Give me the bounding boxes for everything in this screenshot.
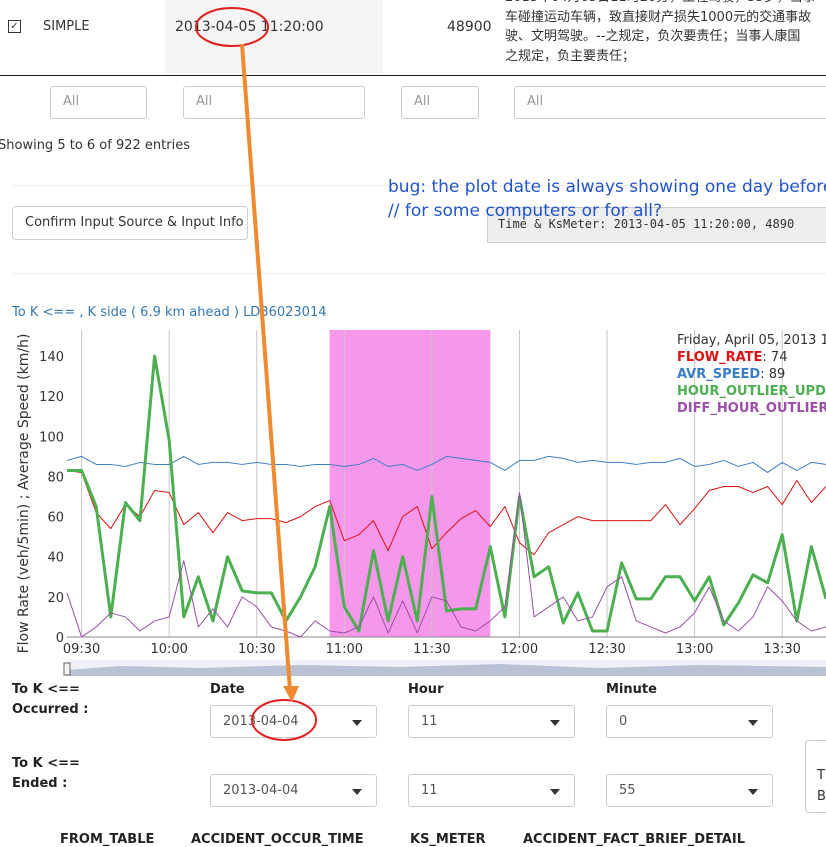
legend-entry: HOUR_OUTLIER_UPD — [677, 384, 826, 399]
divider — [12, 185, 826, 186]
hour-select[interactable]: 11 — [408, 705, 575, 738]
series-line — [66, 469, 826, 556]
filter[interactable]: All — [401, 86, 479, 119]
y-tick-label: 140 — [39, 350, 64, 365]
confirm-button[interactable]: Confirm Input Source & Input Info — [12, 206, 248, 240]
row-label: To K <== — [12, 682, 80, 697]
date-input[interactable]: 2013-04-04 — [210, 705, 377, 738]
table-header: ACCIDENT_OCCUR_TIME — [191, 832, 364, 847]
filter[interactable]: All — [183, 86, 365, 119]
x-tick-label: 13:30 — [763, 642, 800, 657]
legend-entry: AVR_SPEED — [677, 367, 760, 382]
side-button[interactable] — [805, 740, 826, 813]
row-label: Ended : — [12, 776, 68, 791]
info-box: Time & KsMeter: 2013-04-05 11:20:00, 489… — [487, 207, 826, 243]
chart-title: To K <== , K side ( 6.9 km ahead ) LD360… — [12, 305, 327, 320]
x-tick-label: 09:30 — [63, 642, 100, 657]
hour-select[interactable]: 11 — [408, 774, 575, 807]
detail-line: 之规定，负主要责任； — [505, 48, 636, 64]
tooltip-value: : 89 — [760, 367, 785, 382]
minute-select[interactable]: 55 — [606, 774, 773, 807]
y-tick-label: 80 — [47, 470, 64, 485]
detail-line: 2013年04月05日11时20分，王程驾驶，35岁，当事 — [505, 0, 816, 8]
detail-line: 驶、文明驾驶。--之规定，负次要责任；当事人康国 — [505, 29, 801, 44]
y-tick-label: 60 — [47, 511, 64, 526]
occur-time: 2013-04-05 11:20:00 — [175, 19, 324, 35]
detail-line: 车碰撞运动车辆，致直接财产损失1000元的交通事故 — [505, 9, 812, 25]
entries-info: Showing 5 to 6 of 922 entries — [0, 138, 190, 153]
divider — [12, 273, 826, 274]
x-tick-label: 11:00 — [326, 642, 363, 657]
navigator-handle — [63, 662, 71, 676]
y-tick-label: 100 — [39, 430, 64, 445]
x-tick-label: 10:30 — [238, 642, 275, 657]
tooltip-header: Friday, April 05, 2013 14 — [677, 333, 826, 348]
y-tick-label: 40 — [47, 551, 64, 566]
row-label: Occurred : — [12, 702, 89, 717]
series-line — [67, 354, 826, 633]
detail: 2013年04月05日11时20分，王程驾驶，35岁，当事 车碰撞运动车辆，致直… — [505, 0, 816, 66]
legend-entry: FLOW_RATE — [677, 350, 762, 365]
filter[interactable]: All — [50, 86, 147, 119]
x-tick-label: 11:30 — [413, 642, 450, 657]
x-tick-label: 12:00 — [501, 642, 538, 657]
filter[interactable]: All — [514, 86, 826, 119]
col-header: Date — [210, 682, 245, 697]
checkbox[interactable]: ✓ — [8, 20, 21, 33]
row-label: To K <== — [12, 756, 80, 771]
minute-select[interactable]: 0 — [606, 705, 773, 738]
series-line — [66, 455, 826, 473]
y-axis-label: Flow Rate (veh/5min) ; Average Speed (km… — [16, 334, 32, 654]
series-line — [66, 492, 826, 638]
y-tick-label: 120 — [39, 390, 64, 405]
y-tick-label: 20 — [47, 591, 64, 606]
annotation: bug: the plot date is always showing one… — [388, 177, 826, 197]
annotation: // for some computers or for all? — [388, 201, 663, 221]
table-header: ACCIDENT_FACT_BRIEF_DETAIL — [523, 832, 745, 847]
chart: 09:30 10:00 10:30 11:00 11:30 12:00 12:30 13:00… — [16, 330, 826, 676]
tooltip-value: : 74 — [762, 350, 787, 365]
x-tick-label: 10:00 — [150, 642, 187, 657]
ks-meter: 48900 — [447, 19, 492, 35]
y-tick-label: 0 — [56, 631, 64, 646]
date-input[interactable]: 2013-04-04 — [210, 774, 377, 807]
sorted-cell — [165, 0, 383, 75]
side-button-text: B — [817, 789, 826, 804]
side-button-text: T — [817, 768, 825, 783]
x-tick-label: 12:30 — [588, 642, 625, 657]
arrow-head — [283, 686, 299, 702]
table-header: KS_METER — [410, 832, 486, 847]
x-tick-label: 13:00 — [676, 642, 713, 657]
legend-entry: DIFF_HOUR_OUTLIER — [677, 401, 826, 416]
col-header: Hour — [408, 682, 444, 697]
col-header: Minute — [606, 682, 657, 697]
from-table: SIMPLE — [43, 19, 90, 34]
table-row — [0, 0, 826, 76]
table-header: FROM_TABLE — [60, 832, 155, 847]
